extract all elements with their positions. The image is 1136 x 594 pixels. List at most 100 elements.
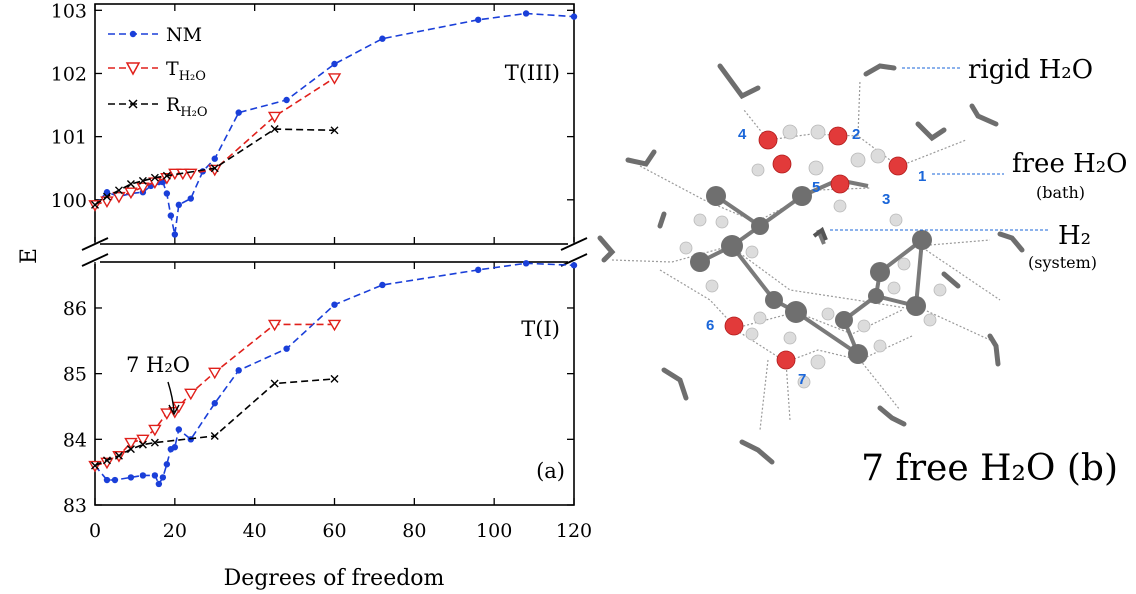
data-point-triangle [136,434,150,447]
y-tick-label: 83 [63,495,87,517]
bath-label: (bath) [1036,183,1085,202]
left-break-gap [80,242,100,264]
data-point-triangle [136,182,150,195]
data-point-dot [331,301,338,308]
series-triangle-down-upper [88,73,342,212]
data-point-dot [235,109,242,116]
leader-lines [830,67,1050,231]
y-tick-label: 100 [51,190,87,212]
data-point-dot [163,190,171,197]
x-axis-label: Degrees of freedom [224,566,445,591]
data-point-dot [171,231,179,238]
data-point-x [126,445,135,454]
panel-a-label: (a) [536,459,565,483]
data-point-dot [175,201,183,209]
x-tick-label: 80 [402,520,426,542]
panel-b-label: 7 free H₂O (b) [861,448,1118,489]
data-point-x [210,164,219,173]
data-point-dot [331,60,338,68]
data-point-dot [187,195,194,202]
annotation-t-i: T(I) [521,317,560,341]
series-x-upper [91,125,339,209]
data-point-dot [155,480,163,488]
y-tick-label: 86 [63,298,87,320]
data-point-x [210,432,219,441]
data-point-triangle [327,319,342,332]
data-point-triangle [112,191,126,204]
data-point-dot [570,262,578,269]
rigid-water-sticks [597,63,1025,465]
data-point-dot [175,426,183,433]
series-line [94,378,335,467]
data-point-dot [211,155,218,162]
legend-entry-t-h2o: TH₂O [108,58,206,84]
data-point-x [91,461,99,470]
water-number-4: 4 [738,126,747,143]
y-tick-label: 101 [51,127,87,149]
data-point-triangle [124,187,138,200]
series-x-lower [91,374,339,470]
data-point-triangle [172,401,186,414]
data-point-x [91,200,99,209]
data-point-triangle [148,424,162,437]
data-point-dot [211,400,218,407]
data-point-dot [379,281,386,289]
data-point-triangle [124,437,138,450]
free-h2o-label: free H₂O [1012,149,1128,179]
data-point-dot [151,472,159,479]
y-tick-label: 103 [51,0,87,22]
data-point-triangle [267,111,282,124]
carbon-atoms [690,186,932,364]
y-tick-label: 84 [63,429,87,451]
data-point-dot [283,345,290,352]
x-tick-label: 0 [89,520,101,542]
data-point-x [114,186,123,195]
data-point-dot [522,10,530,17]
panel-a-chart: 100 101 102 103 83 84 85 86 0 20 40 60 80 100 120 Degr… [17,0,592,591]
data-point-dot [159,474,167,481]
data-point-dot [103,189,111,196]
legend-label-r: RH₂O [166,94,208,120]
x-tick-label: 20 [163,520,187,542]
y-tick-label: 85 [63,364,87,386]
x-tick-label: 100 [476,520,512,542]
h2-molecule [812,226,828,241]
data-point-dot [127,474,135,481]
data-point-x [330,374,339,383]
axis-ticks: 100 101 102 103 83 84 85 86 0 20 40 60 80 100 120 [51,0,592,542]
data-point-dot [111,476,119,484]
legend-entry-r-h2o: RH₂O [108,94,208,120]
data-point-dot [475,266,482,274]
annotation-7-h2o: 7 H₂O [126,353,190,377]
data-point-triangle [100,196,114,208]
rigid-h2o-label: rigid H₂O [968,55,1093,85]
water-number-2: 2 [852,126,860,143]
data-point-x [138,440,147,449]
data-point-triangle [160,408,174,420]
legend-label-t: TH₂O [166,58,206,84]
series-line [94,262,575,486]
annotation-t-iii: T(III) [505,61,560,85]
data-point-x [102,456,111,465]
water-number-7: 7 [798,371,806,388]
data-point-dot [139,472,147,479]
data-point-dot [103,476,111,484]
data-point-triangle [184,168,198,181]
legend-entry-nm: NM [108,24,202,46]
water-number-3: 3 [882,191,890,208]
data-point-dot [475,16,482,23]
data-point-x [150,438,159,447]
panel-b-molecule: 4 2 1 5 3 6 7 rigid H₂O free H₂O (bath) … [597,55,1128,489]
data-point-dot [235,367,242,374]
data-point-x [126,180,135,188]
data-point-x [270,379,279,388]
oxygen-atoms [724,126,908,370]
data-point-x [102,192,111,201]
series-layer [88,10,578,488]
data-point-triangle [267,319,282,332]
series-dot-upper [91,10,578,238]
data-point-dot [379,35,386,42]
data-point-x [114,451,123,460]
data-point-dot [171,444,179,451]
